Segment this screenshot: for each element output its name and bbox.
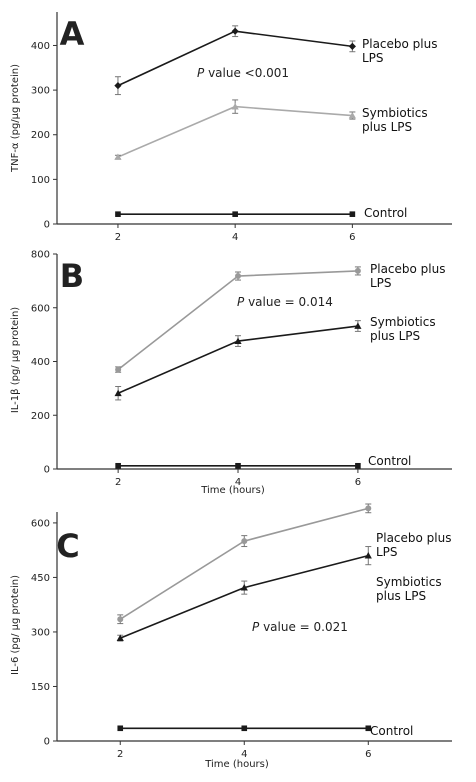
y-tick-label: 800 xyxy=(31,250,50,261)
series-label: Control xyxy=(368,454,412,468)
point xyxy=(234,337,242,344)
y-tick-label: 600 xyxy=(31,518,50,529)
series-label: Symbiotics plus LPS xyxy=(362,106,428,134)
point xyxy=(231,27,239,35)
annotation-italic: P xyxy=(237,295,245,309)
series-line xyxy=(117,270,358,371)
series-label: Placebo plus LPS xyxy=(376,531,452,559)
series-label: Placebo plus LPS xyxy=(370,262,446,290)
point xyxy=(348,111,356,119)
x-tick-label: 6 xyxy=(355,477,361,488)
y-tick-label: 600 xyxy=(31,303,50,314)
annotation-text: value = 0.021 xyxy=(259,620,348,634)
point xyxy=(349,211,356,217)
point xyxy=(240,584,248,591)
point xyxy=(117,616,124,623)
panel-letter: C xyxy=(56,527,79,565)
y-axis-label: IL-6 (pg/ μg protein) xyxy=(10,575,21,675)
y-tick-label: 200 xyxy=(31,130,50,141)
point xyxy=(232,211,238,217)
point xyxy=(365,505,372,512)
x-tick-label: 4 xyxy=(235,477,241,488)
point xyxy=(235,273,242,280)
panel-letter: B xyxy=(60,257,84,295)
y-tick-label: 300 xyxy=(31,86,50,97)
x-tick-label: 4 xyxy=(232,232,238,243)
y-tick-label: 0 xyxy=(44,737,50,748)
panel-letter: A xyxy=(60,15,85,53)
point xyxy=(117,725,124,732)
series-label: Control xyxy=(370,724,414,738)
y-axis-label: TNF-α (pg/μg protein) xyxy=(10,64,21,173)
y-tick-label: 450 xyxy=(31,573,50,584)
y-tick-label: 400 xyxy=(31,41,50,52)
point xyxy=(235,462,241,469)
point xyxy=(114,389,122,397)
point xyxy=(365,725,372,732)
point xyxy=(231,103,239,110)
x-tick-label: 6 xyxy=(349,232,355,243)
series-line xyxy=(119,507,369,620)
annotation: P value <0.001 xyxy=(197,66,289,80)
point xyxy=(115,211,121,217)
x-tick-label: 6 xyxy=(365,749,371,760)
annotation-text: value = 0.014 xyxy=(244,295,333,309)
y-axis-label: IL-1β (pg/ μg protein) xyxy=(10,307,21,413)
annotation: P value = 0.014 xyxy=(237,295,333,309)
series-line xyxy=(117,105,353,158)
x-tick-label: 2 xyxy=(115,477,121,488)
point xyxy=(354,267,361,274)
point xyxy=(241,725,248,732)
point xyxy=(115,462,121,469)
y-tick-label: 400 xyxy=(31,357,50,368)
y-tick-label: 200 xyxy=(31,411,50,422)
series-label: Symbiotics plus LPS xyxy=(370,315,436,343)
x-tick-label: 2 xyxy=(117,749,123,760)
point xyxy=(115,366,122,373)
point xyxy=(114,153,122,160)
y-tick-label: 150 xyxy=(31,682,50,693)
y-tick-label: 0 xyxy=(44,465,50,476)
point xyxy=(354,322,362,329)
y-tick-label: 100 xyxy=(31,175,50,186)
x-axis-label: Time (hours) xyxy=(204,759,269,770)
y-tick-label: 0 xyxy=(44,220,50,231)
series-label: Placebo plus LPS xyxy=(362,37,438,65)
annotation: P value = 0.021 xyxy=(252,620,348,634)
x-axis-label: Time (hours) xyxy=(200,485,265,496)
series-label: Symbiotics plus LPS xyxy=(376,575,442,603)
x-tick-label: 2 xyxy=(115,232,121,243)
point xyxy=(116,634,124,642)
annotation-italic: P xyxy=(252,620,260,634)
x-tick-label: 4 xyxy=(241,749,247,760)
point xyxy=(348,42,356,50)
point xyxy=(114,82,122,90)
annotation-text: value <0.001 xyxy=(204,66,289,80)
point xyxy=(364,552,372,559)
y-tick-label: 300 xyxy=(31,627,50,638)
series-label: Control xyxy=(364,206,408,220)
point xyxy=(241,538,248,545)
point xyxy=(355,462,361,469)
annotation-italic: P xyxy=(197,66,205,80)
